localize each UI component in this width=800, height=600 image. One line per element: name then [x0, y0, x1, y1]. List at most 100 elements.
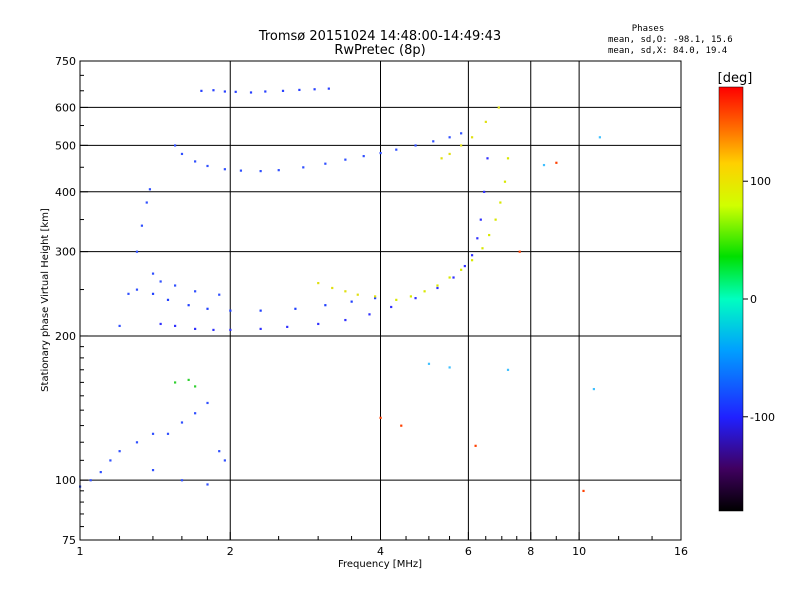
data-point — [506, 157, 510, 160]
data-point — [427, 362, 431, 365]
data-point — [127, 292, 130, 295]
plot-area — [80, 61, 681, 540]
data-point — [118, 324, 121, 328]
data-point — [486, 157, 489, 160]
data-point — [135, 250, 139, 253]
data-point — [409, 295, 412, 298]
data-point — [259, 169, 262, 173]
data-point — [356, 293, 359, 296]
y-axis: 75 100 200 300 400 500 600 750 — [55, 55, 88, 547]
data-point — [555, 161, 558, 164]
data-point — [259, 309, 262, 312]
data-point — [118, 450, 121, 453]
data-point — [324, 162, 327, 165]
x-tick-label: 8 — [527, 545, 534, 558]
data-point — [194, 290, 197, 293]
y-tick-label: 750 — [55, 55, 76, 68]
data-point — [503, 180, 507, 183]
data-point — [436, 286, 439, 290]
data-points — [79, 87, 601, 493]
y-tick-label: 200 — [55, 330, 76, 343]
x-tick-label: 10 — [572, 545, 586, 558]
data-point — [324, 304, 327, 307]
chart-title: Tromsø 20151024 14:48:00-14:49:43 — [258, 29, 501, 44]
x-tick-label: 4 — [377, 545, 384, 558]
colorbar-tick-label: 100 — [750, 175, 771, 188]
data-point — [542, 163, 546, 167]
data-point — [145, 201, 148, 204]
colorbar: [deg] 100 0 -100 — [718, 71, 775, 512]
data-point — [474, 444, 477, 447]
data-point — [135, 288, 139, 291]
data-point — [379, 151, 382, 155]
data-point — [229, 328, 232, 332]
data-point — [135, 441, 139, 444]
data-point — [470, 259, 474, 262]
data-point — [151, 469, 155, 472]
data-point — [488, 233, 491, 237]
data-point — [483, 190, 486, 193]
data-point — [148, 188, 152, 191]
chart-subtitle: RwPretec (8p) — [334, 43, 425, 58]
data-point — [374, 297, 377, 300]
data-point — [151, 292, 155, 295]
data-point — [206, 307, 209, 310]
x-axis: 1 2 4 6 8 10 16 — [77, 532, 688, 558]
data-point — [432, 140, 435, 143]
data-point — [166, 298, 170, 301]
y-tick-label: 600 — [55, 101, 76, 114]
y-tick-label: 300 — [55, 246, 76, 259]
data-point — [400, 424, 403, 427]
data-point — [470, 254, 474, 257]
data-point — [194, 327, 197, 331]
data-point — [497, 106, 500, 109]
data-point — [109, 459, 112, 462]
data-point — [395, 298, 398, 301]
data-point — [390, 305, 393, 309]
data-point — [379, 416, 382, 419]
data-point — [344, 318, 347, 322]
data-point — [180, 421, 184, 424]
data-point — [229, 309, 232, 312]
colorbar-gradient — [718, 86, 744, 512]
data-point — [249, 91, 253, 94]
data-point — [298, 88, 301, 92]
data-point — [331, 286, 334, 290]
data-point — [448, 136, 451, 139]
data-point — [317, 322, 320, 326]
data-point — [448, 366, 451, 369]
data-point — [223, 90, 226, 93]
data-point — [460, 144, 463, 147]
data-point — [448, 152, 451, 156]
data-point — [452, 276, 455, 279]
x-tick-label: 6 — [465, 545, 472, 558]
data-point — [259, 327, 262, 331]
data-point — [151, 432, 155, 435]
x-axis-label: Frequency [MHz] — [338, 559, 422, 570]
data-point — [239, 169, 243, 172]
data-point — [180, 479, 184, 482]
data-point — [484, 120, 487, 123]
data-point — [166, 432, 170, 435]
data-point — [476, 237, 479, 240]
colorbar-label: [deg] — [718, 71, 753, 86]
data-point — [598, 136, 601, 139]
data-point — [140, 224, 144, 227]
data-point — [436, 284, 439, 287]
data-point — [362, 155, 365, 158]
data-point — [350, 300, 353, 303]
data-point — [582, 489, 585, 493]
data-point — [286, 325, 289, 329]
phases-heading: Phases — [632, 24, 665, 34]
data-point — [448, 276, 451, 279]
data-point — [173, 284, 177, 287]
data-point — [218, 450, 221, 453]
data-point — [277, 169, 280, 172]
data-point — [518, 250, 521, 253]
data-point — [317, 281, 320, 285]
phase-stats-o: mean, sd,O: -98.1, 15.6 — [608, 35, 733, 45]
data-point — [264, 90, 267, 93]
data-point — [187, 304, 190, 307]
data-point — [173, 144, 177, 147]
data-point — [234, 90, 237, 93]
